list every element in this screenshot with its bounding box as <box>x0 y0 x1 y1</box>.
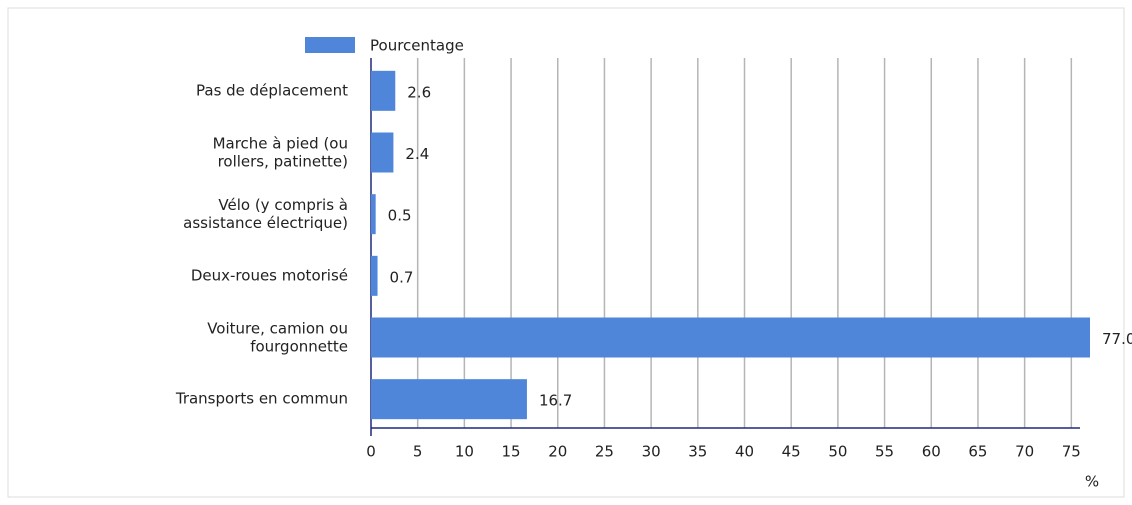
value-label: 2.4 <box>405 145 429 163</box>
value-label: 16.7 <box>539 392 572 410</box>
value-label: 0.7 <box>390 268 414 286</box>
value-label: 2.6 <box>407 83 431 101</box>
x-tick-label: 25 <box>595 443 614 461</box>
y-tick-label: Transports en commun <box>175 390 348 408</box>
x-tick-label: 50 <box>828 443 847 461</box>
x-tick-label: 15 <box>502 443 521 461</box>
value-label: 0.5 <box>388 207 412 225</box>
bar <box>371 317 1090 358</box>
x-tick-label: 75 <box>1062 443 1081 461</box>
x-tick-label: 45 <box>782 443 801 461</box>
x-tick-label: 65 <box>968 443 987 461</box>
x-tick-label: 55 <box>875 443 894 461</box>
x-tick-label: 20 <box>548 443 567 461</box>
x-tick-label: 70 <box>1015 443 1034 461</box>
bar <box>371 255 378 296</box>
legend-swatch <box>305 37 355 53</box>
bar <box>371 194 376 235</box>
bar <box>371 379 527 420</box>
y-tick-label: Vélo (y compris à assistance électrique) <box>183 196 348 232</box>
y-tick-label: Marche à pied (ou rollers, patinette) <box>213 134 348 170</box>
x-tick-label: 35 <box>688 443 707 461</box>
bar <box>371 70 396 111</box>
x-tick-label: 30 <box>642 443 661 461</box>
value-label: 77.0 <box>1102 330 1132 348</box>
frame <box>7 7 1125 498</box>
x-tick-label: 60 <box>922 443 941 461</box>
x-tick-label: 0 <box>366 443 376 461</box>
x-tick-label: 40 <box>735 443 754 461</box>
legend-label: Pourcentage <box>370 37 464 55</box>
y-tick-label: Voiture, camion ou fourgonnette <box>207 319 348 355</box>
x-axis-label: % <box>1085 473 1099 491</box>
x-tick-label: 5 <box>413 443 423 461</box>
y-tick-label: Deux-roues motorisé <box>191 266 348 284</box>
bar <box>371 132 394 173</box>
y-tick-label: Pas de déplacement <box>196 81 348 99</box>
x-tick-label: 10 <box>455 443 474 461</box>
